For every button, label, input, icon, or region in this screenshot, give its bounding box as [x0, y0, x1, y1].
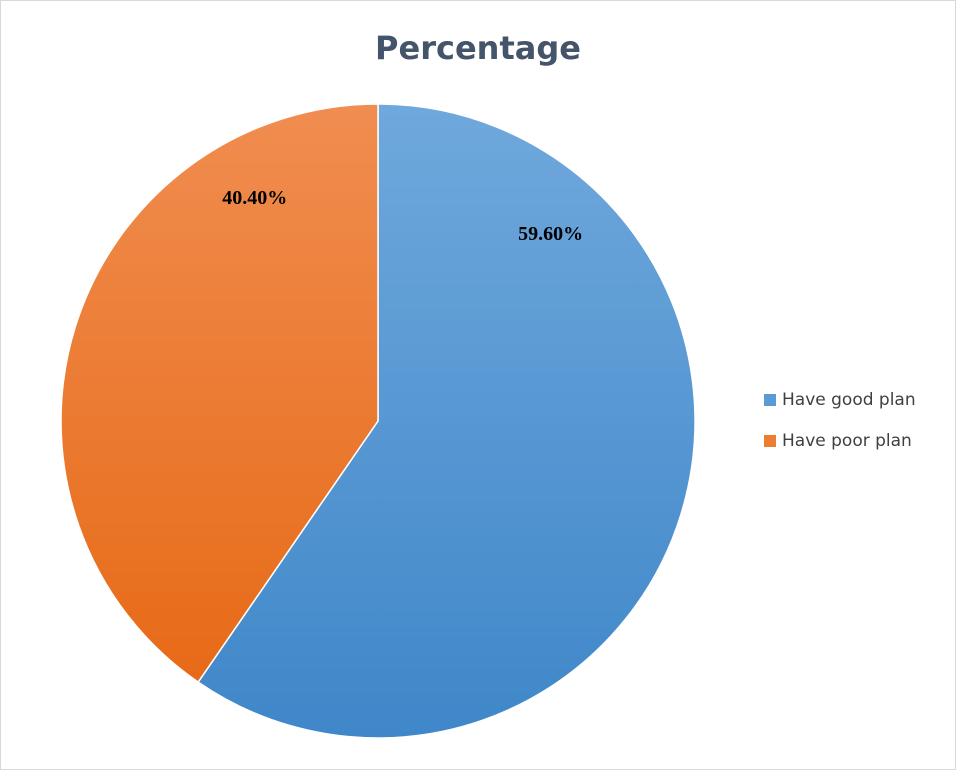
legend-label: Have good plan: [782, 390, 916, 410]
pie-slice: [60, 103, 379, 684]
data-label: 40.40%: [222, 187, 287, 209]
legend-swatch: [764, 394, 776, 406]
legend-swatch: [764, 435, 776, 447]
legend-label: Have poor plan: [782, 431, 912, 451]
pie-slice: [197, 103, 696, 739]
data-label: 59.60%: [518, 223, 583, 245]
chart-title: Percentage: [375, 29, 581, 67]
